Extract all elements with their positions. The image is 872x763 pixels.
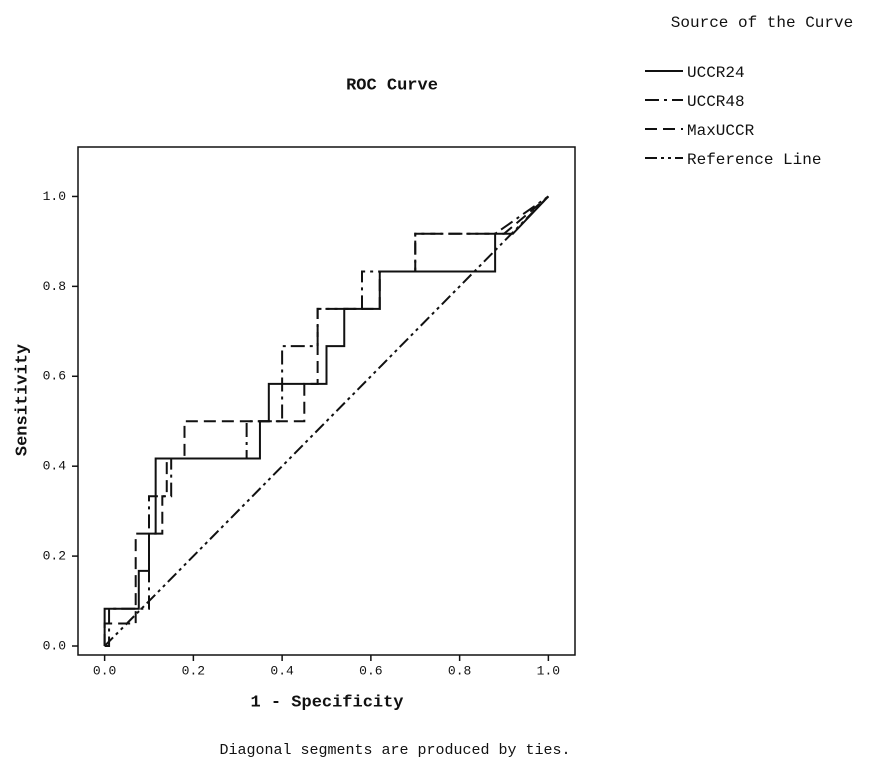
y-axis-label: Sensitivity	[13, 344, 32, 456]
chart-title: ROC Curve	[346, 76, 438, 95]
roc-line	[103, 195, 550, 647]
y-tick-label: 0.8	[43, 279, 66, 294]
legend-label: Reference Line	[687, 151, 821, 169]
legend-label: UCCR48	[687, 93, 745, 111]
y-tick-label: 0.4	[43, 459, 67, 474]
legend-title: Source of the Curve	[670, 14, 854, 32]
legend-label: UCCR24	[687, 64, 745, 82]
roc-line	[103, 195, 550, 647]
y-tick-label: 0.0	[43, 638, 66, 653]
x-tick-label: 0.0	[93, 663, 116, 678]
plot-frame	[77, 146, 576, 656]
x-tick-label: 1.0	[537, 663, 560, 678]
footnote: Diagonal segments are produced by ties.	[219, 742, 570, 759]
x-tick-label: 0.8	[448, 663, 471, 678]
roc-line	[103, 195, 550, 647]
legend-label: MaxUCCR	[687, 122, 755, 140]
y-tick-label: 0.2	[43, 549, 66, 564]
x-axis-label: 1 - Specificity	[250, 693, 403, 712]
x-tick-label: 0.4	[270, 663, 294, 678]
y-tick-label: 1.0	[43, 189, 66, 204]
y-tick-label: 0.6	[43, 369, 66, 384]
x-tick-label: 0.6	[359, 663, 382, 678]
x-tick-label: 0.2	[182, 663, 205, 678]
